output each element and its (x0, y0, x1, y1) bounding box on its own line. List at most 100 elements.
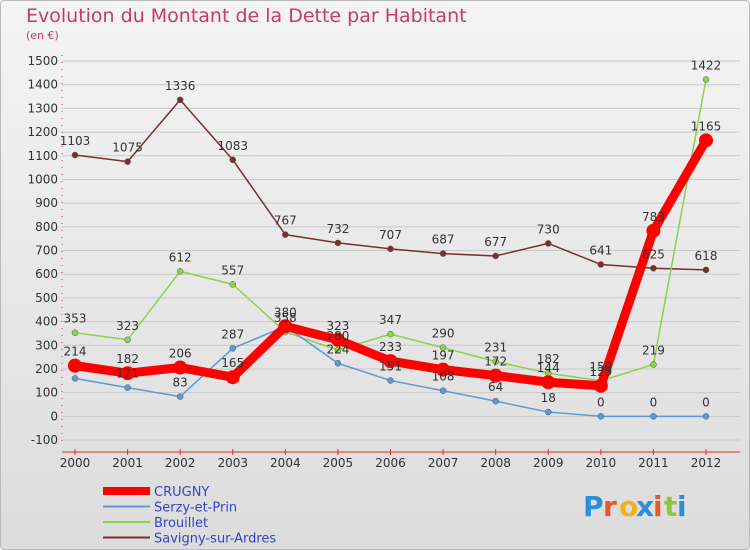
x-tick-label: 2009 (533, 456, 564, 470)
data-point (225, 370, 240, 385)
legend-entry: Savigny-sur-Ardres (154, 532, 276, 547)
data-point (173, 360, 188, 375)
data-label: 280 (326, 329, 349, 343)
data-label: 707 (379, 228, 402, 242)
data-label: 353 (64, 312, 87, 326)
logo-letter: P (583, 490, 605, 523)
y-tick-label: 1300 (27, 101, 58, 115)
x-tick-label: 2006 (375, 456, 406, 470)
x-tick-label: 2011 (638, 456, 669, 470)
data-label: 219 (642, 343, 665, 357)
data-point (71, 151, 79, 159)
data-label: 129 (589, 365, 612, 379)
data-point (229, 281, 236, 288)
data-point (439, 387, 447, 394)
x-tick-label: 2004 (270, 456, 301, 470)
data-point (650, 413, 657, 420)
data-label: 108 (432, 370, 455, 384)
data-label: 18 (541, 391, 556, 405)
data-label: 83 (173, 376, 188, 390)
x-tick-label: 2000 (60, 456, 91, 470)
y-tick-label: 800 (35, 220, 58, 234)
data-label: 687 (432, 233, 455, 247)
data-point (702, 266, 710, 274)
y-tick-label: 1100 (27, 149, 58, 163)
legend-entry: Brouillet (154, 516, 208, 531)
y-tick-label: 200 (35, 362, 58, 376)
data-point (330, 332, 345, 347)
y-tick-label: 900 (35, 196, 58, 210)
x-tick-label: 2010 (586, 456, 617, 470)
data-label: 783 (642, 210, 665, 224)
data-label: 0 (702, 395, 710, 409)
data-point (597, 413, 605, 420)
data-label: 150 (589, 360, 612, 374)
data-point (124, 158, 131, 165)
data-point (650, 265, 657, 272)
data-point (229, 345, 236, 352)
data-label: 625 (642, 247, 665, 261)
data-label: 206 (169, 347, 192, 361)
data-point (492, 252, 499, 260)
y-tick-label: 0 (50, 409, 58, 423)
data-label: 730 (537, 222, 560, 236)
logo-letter: r (603, 490, 618, 523)
x-tick-label: 2002 (165, 456, 196, 470)
data-label: 1422 (691, 58, 722, 72)
data-label: 323 (326, 319, 349, 333)
x-tick-label: 2008 (480, 456, 511, 470)
data-label: 231 (484, 341, 507, 355)
y-tick-label: 1000 (27, 172, 58, 186)
data-point (124, 384, 131, 391)
data-point (334, 239, 342, 247)
data-point (176, 96, 184, 104)
data-point (68, 358, 82, 373)
data-label: 1083 (217, 139, 248, 153)
data-label: 323 (116, 319, 139, 333)
data-point (439, 344, 447, 351)
y-tick-label: 500 (35, 291, 58, 305)
data-label: 767 (274, 214, 297, 228)
data-label: 1336 (165, 79, 196, 93)
data-point (702, 413, 710, 420)
data-label: 641 (589, 243, 612, 257)
data-label: 144 (537, 361, 560, 375)
data-point (436, 362, 451, 377)
data-point (387, 245, 394, 253)
data-label: 233 (379, 340, 402, 354)
data-point (646, 223, 661, 238)
data-point (334, 346, 342, 354)
data-point (545, 408, 552, 416)
data-label: 287 (221, 327, 244, 341)
data-label: 1165 (691, 119, 722, 133)
data-point (124, 336, 131, 344)
data-label: 0 (650, 395, 658, 409)
y-tick-label: 600 (35, 267, 58, 281)
data-label: 165 (221, 356, 244, 370)
data-point (278, 319, 293, 334)
data-point (387, 330, 394, 338)
logo-letter: t (664, 490, 678, 523)
data-label: 612 (169, 250, 192, 264)
x-tick-label: 2012 (691, 456, 722, 470)
y-tick-label: 100 (35, 386, 58, 400)
y-tick-label: 400 (35, 315, 58, 329)
data-label: 1103 (60, 134, 91, 148)
legend-entry: Serzy-et-Prin (154, 501, 237, 516)
y-tick-label: 300 (35, 338, 58, 352)
logo-letter: i (677, 490, 688, 523)
data-point (229, 156, 236, 164)
data-label: 1075 (112, 141, 143, 155)
y-tick-label: 1500 (27, 54, 58, 68)
data-point (492, 358, 499, 365)
data-label: 172 (484, 355, 507, 369)
data-point (488, 368, 503, 383)
data-label: 290 (432, 327, 455, 341)
data-label: 151 (379, 360, 402, 374)
data-label: 347 (379, 313, 402, 327)
data-point (699, 133, 713, 148)
legend: CRUGNYSerzy-et-PrinBrouilletSavigny-sur-… (103, 485, 276, 547)
proxiti-logo: Pr oxi ti (583, 490, 688, 523)
data-label: 358 (274, 311, 297, 325)
